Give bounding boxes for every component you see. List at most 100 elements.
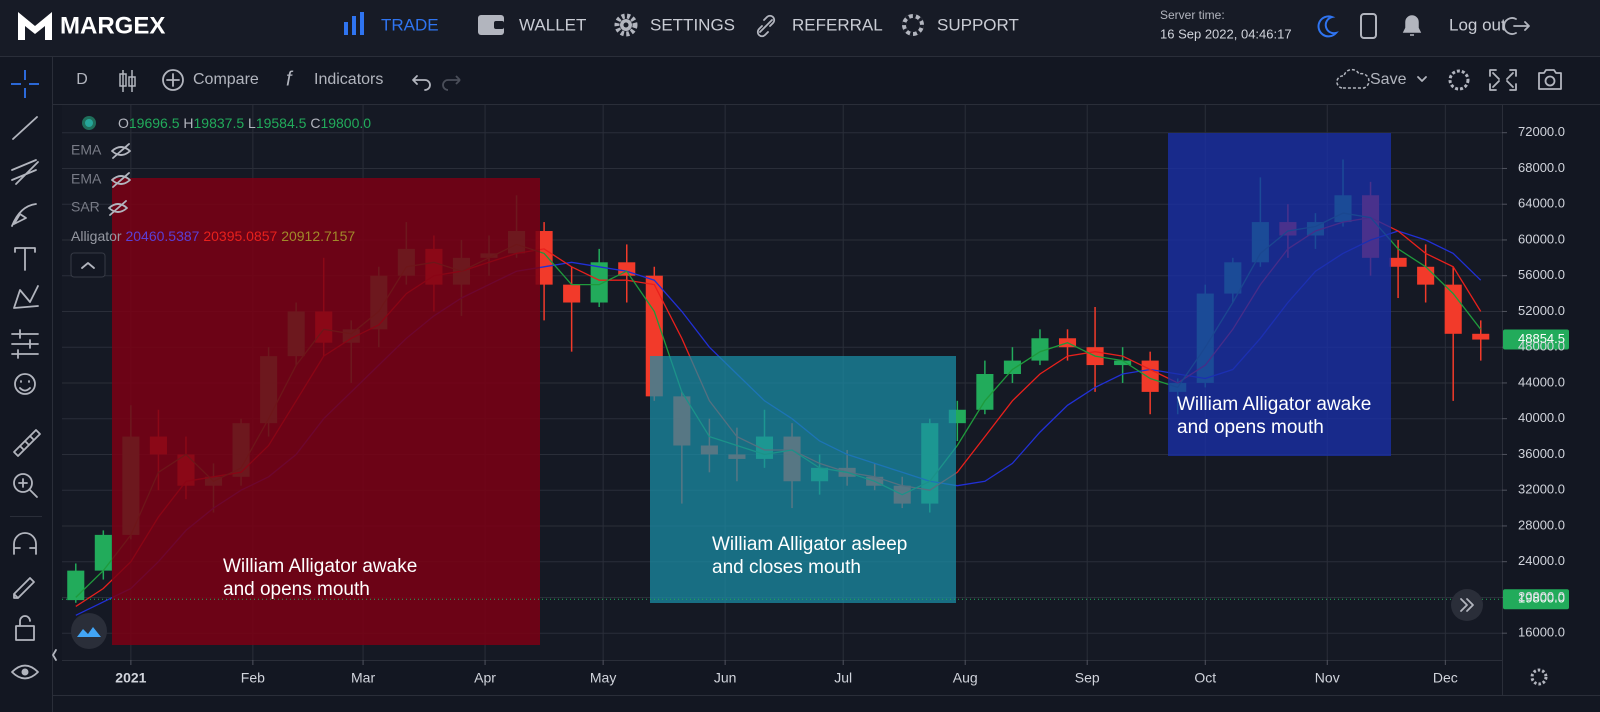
- lock-draw-tool[interactable]: [13, 577, 35, 599]
- candle-body: [1141, 360, 1159, 392]
- fullscreen-button[interactable]: [1489, 69, 1517, 91]
- magnet-tool[interactable]: [13, 532, 37, 555]
- legend-value: 19837.5: [194, 115, 245, 131]
- alligator-legend: Alligator 20460.5387 20395.0857 20912.71…: [71, 228, 355, 244]
- icon: [18, 478, 38, 498]
- nav-settings[interactable]: SETTINGS: [614, 13, 735, 37]
- fib-tool[interactable]: [11, 159, 39, 185]
- nav-label: SETTINGS: [650, 15, 735, 34]
- indicators-button[interactable]: f Indicators: [286, 68, 383, 90]
- collapse-legend[interactable]: [70, 252, 106, 278]
- logo-icon: [18, 12, 52, 40]
- x-tick-label: May: [590, 670, 616, 686]
- screenshot-button[interactable]: [1538, 69, 1562, 90]
- measure-tool[interactable]: [13, 429, 41, 457]
- logout-label: Log out: [1449, 15, 1506, 34]
- candle-body: [976, 374, 994, 410]
- logo[interactable]: MARGEX: [18, 12, 165, 40]
- candle-body: [1389, 257, 1407, 267]
- nav-label: SUPPORT: [937, 15, 1019, 34]
- pattern-tool[interactable]: [13, 285, 39, 309]
- save-button[interactable]: Save: [1336, 68, 1427, 89]
- icon: [1460, 598, 1474, 612]
- logo-badge[interactable]: [71, 613, 107, 649]
- settings-button[interactable]: [1448, 69, 1470, 91]
- crosshair-tool[interactable]: [11, 70, 39, 98]
- icon: [494, 21, 504, 29]
- price-badge: [1503, 329, 1569, 350]
- redo-button[interactable]: [442, 75, 461, 91]
- mobile-icon[interactable]: [1360, 13, 1377, 39]
- legend-value: 19584.5: [256, 115, 307, 131]
- indicator-value: 20395.0857: [203, 228, 277, 244]
- y-tick-label: 68000.0: [1518, 160, 1565, 175]
- x-tick-label: 2021: [115, 670, 146, 686]
- candle-body: [1472, 333, 1490, 340]
- undo-button[interactable]: [412, 75, 431, 91]
- nav-label: WALLET: [519, 15, 586, 34]
- icon: [162, 69, 184, 91]
- nav-referral[interactable]: REFERRAL: [756, 14, 883, 38]
- icon: [756, 14, 776, 38]
- icon: [166, 73, 180, 87]
- indicator-name[interactable]: Alligator: [71, 228, 122, 244]
- icon: [360, 12, 364, 35]
- hidden-icon[interactable]: [111, 143, 131, 159]
- x-tick-label: Apr: [474, 670, 496, 686]
- text-tool[interactable]: [14, 247, 36, 271]
- icon: [1503, 17, 1530, 35]
- indicator-value: 20460.5387: [125, 228, 199, 244]
- legend-key: C: [310, 115, 320, 131]
- icon: [902, 14, 924, 36]
- visibility-tool[interactable]: [11, 664, 39, 680]
- icon: [1544, 75, 1556, 87]
- x-tick-label: Mar: [351, 670, 375, 686]
- server-time: 16 Sep 2022, 04:46:17: [1160, 26, 1292, 41]
- price-badge-label: 48854.5: [1518, 331, 1565, 346]
- brush-tool[interactable]: [11, 203, 37, 227]
- annotation-text: and closes mouth: [712, 557, 861, 578]
- legend-key: H: [183, 115, 193, 131]
- chart-legend: O19696.5 H19837.5 L19584.5 C19800.0 EMA …: [70, 115, 371, 278]
- unlock-tool[interactable]: [15, 615, 35, 641]
- icon: [1417, 76, 1427, 82]
- y-tick-label: 16000.0: [1518, 625, 1565, 640]
- interval-button[interactable]: D: [76, 71, 88, 88]
- collapse-sidebar[interactable]: [52, 649, 57, 661]
- icon: [623, 22, 629, 28]
- emoji-tool[interactable]: [14, 373, 36, 395]
- x-tick-label: Feb: [241, 670, 265, 686]
- logout-button[interactable]: Log out: [1449, 15, 1530, 35]
- nav-label: REFERRAL: [792, 15, 883, 34]
- indicator-name[interactable]: EMA: [71, 142, 102, 158]
- x-tick-label: Oct: [1194, 670, 1216, 686]
- annotation-text: and opens mouth: [223, 579, 370, 600]
- legend-key: L: [248, 115, 256, 131]
- price-badge-label: 19800.0: [1518, 591, 1565, 606]
- zoom-tool[interactable]: [13, 473, 33, 493]
- nav-trade[interactable]: TRADE: [344, 12, 439, 35]
- nav-wallet[interactable]: WALLET: [478, 15, 586, 35]
- indicator-name[interactable]: EMA: [71, 171, 102, 187]
- compare-button[interactable]: Compare: [162, 69, 259, 91]
- axis-settings[interactable]: [1530, 668, 1548, 686]
- indicator-name[interactable]: SAR: [71, 199, 100, 215]
- notifications-icon[interactable]: [1402, 15, 1422, 36]
- chart-type-button[interactable]: [119, 70, 136, 92]
- prediction-tool[interactable]: [11, 329, 39, 359]
- annotation-text: and opens mouth: [1177, 417, 1324, 438]
- annotation-zones: William Alligator awake and opens mouth …: [112, 133, 1391, 645]
- hidden-icon[interactable]: [111, 172, 131, 188]
- x-tick-label: Dec: [1433, 670, 1458, 686]
- theme-toggle[interactable]: [1317, 15, 1339, 38]
- x-tick-label: Jul: [834, 670, 852, 686]
- icon: [21, 668, 29, 676]
- hidden-icon[interactable]: [108, 200, 128, 216]
- trendline-tool[interactable]: [12, 116, 38, 140]
- annotation-text: William Alligator asleep: [712, 534, 907, 555]
- highlight-zone-cyan: [650, 356, 956, 603]
- price-badge: [1503, 589, 1569, 610]
- icon: [19, 380, 31, 392]
- icon: [77, 627, 101, 637]
- nav-support[interactable]: SUPPORT: [902, 14, 1019, 36]
